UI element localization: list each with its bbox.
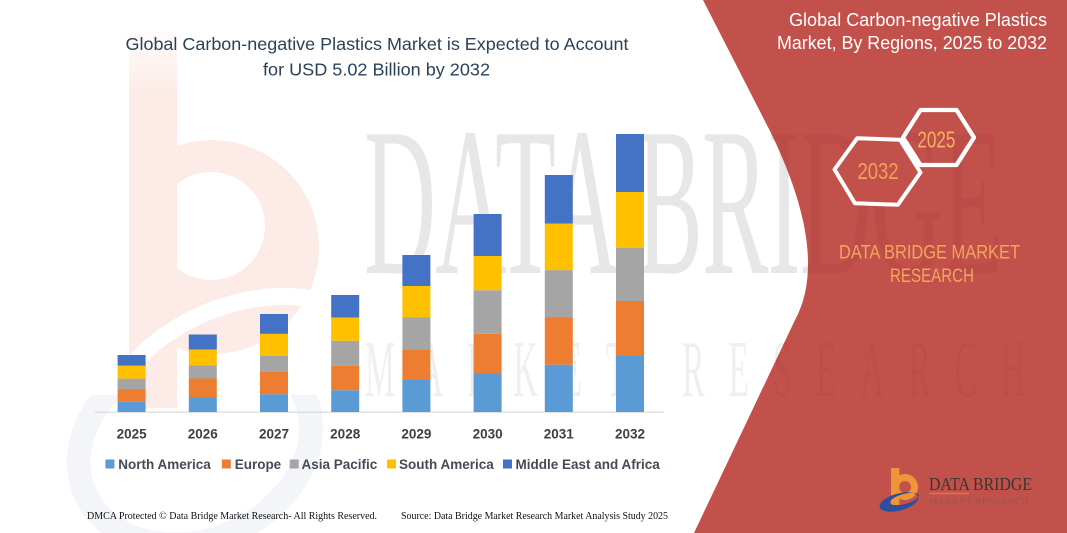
svg-text:Europe: Europe	[235, 457, 282, 472]
svg-text:2025: 2025	[117, 427, 148, 442]
svg-text:2031: 2031	[544, 427, 575, 442]
svg-text:MARKET RESEARCH: MARKET RESEARCH	[929, 498, 1029, 508]
svg-text:Asia Pacific: Asia Pacific	[302, 457, 378, 472]
svg-text:Global Carbon-negative Plastic: Global Carbon-negative Plastics	[789, 10, 1047, 30]
svg-text:North America: North America	[118, 457, 211, 472]
svg-text:2032: 2032	[615, 427, 645, 442]
svg-text:RESEARCH: RESEARCH	[890, 266, 974, 287]
svg-text:DATA BRIDGE: DATA BRIDGE	[929, 474, 1032, 494]
svg-text:2028: 2028	[330, 427, 361, 442]
svg-text:for USD 5.02 Billion by 2032: for USD 5.02 Billion by 2032	[263, 60, 490, 80]
svg-text:Middle East and Africa: Middle East and Africa	[516, 457, 661, 472]
svg-text:Global Carbon-negative Plastic: Global Carbon-negative Plastics Market i…	[126, 34, 629, 54]
svg-text:2027: 2027	[259, 427, 289, 442]
svg-text:South America: South America	[399, 457, 494, 472]
svg-text:DATA BRIDGE MARKET: DATA BRIDGE MARKET	[839, 243, 1020, 264]
svg-text:2029: 2029	[401, 427, 431, 442]
svg-text:Source: Data Bridge Market Res: Source: Data Bridge Market Research Mark…	[401, 510, 668, 522]
svg-text:2025: 2025	[917, 127, 955, 153]
svg-text:2032: 2032	[858, 158, 899, 184]
svg-text:Market, By Regions, 2025 to 20: Market, By Regions, 2025 to 2032	[777, 33, 1047, 53]
svg-text:2026: 2026	[188, 427, 219, 442]
svg-text:2030: 2030	[473, 427, 503, 442]
svg-text:DMCA Protected © Data Bridge M: DMCA Protected © Data Bridge Market Rese…	[87, 510, 377, 522]
